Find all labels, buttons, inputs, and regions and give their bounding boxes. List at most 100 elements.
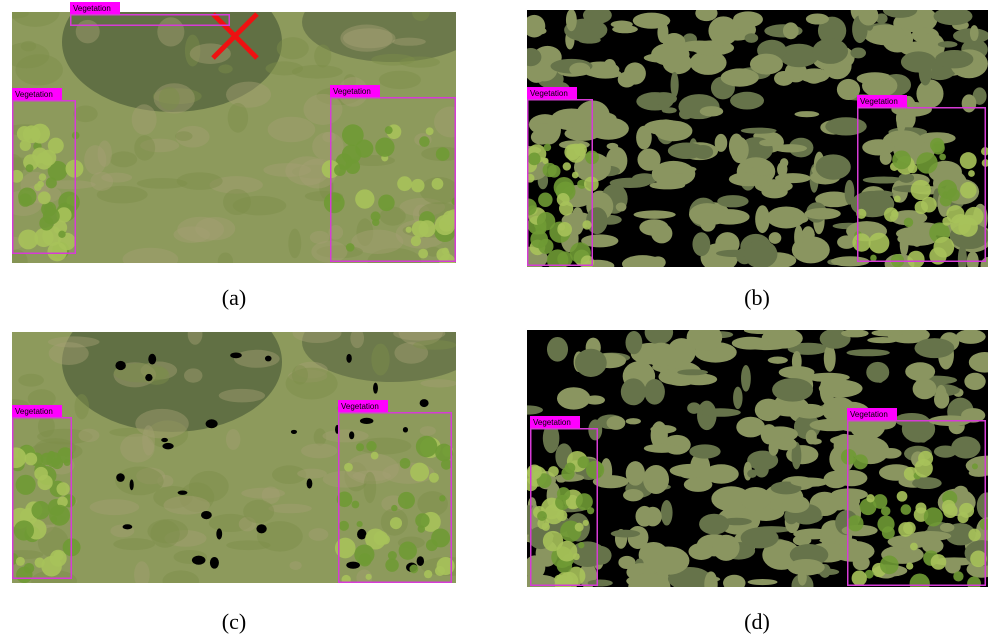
image-panel [511, 0, 988, 274]
segment-blob [677, 369, 708, 375]
segment-blob [825, 117, 866, 135]
vegetation [64, 459, 71, 466]
segment-blob [618, 72, 636, 88]
vegetation [852, 233, 870, 251]
segment-blob [512, 405, 543, 414]
segment-blob [741, 128, 777, 134]
segment-blob [709, 209, 749, 225]
vegetation [372, 219, 379, 226]
segment-blob [956, 329, 986, 344]
segment-blob [900, 232, 909, 257]
segment-blob [804, 208, 840, 219]
segment-blob [772, 378, 813, 402]
vegetation [16, 475, 36, 495]
segment-blob [649, 181, 685, 189]
segment-blob [896, 107, 905, 133]
segment-blob [792, 351, 802, 372]
segment-blob [859, 5, 879, 25]
vegetation [582, 220, 591, 229]
segment-blob [769, 232, 782, 244]
vegetation [18, 187, 36, 205]
grass-patch [137, 178, 188, 189]
mask-hole [256, 524, 266, 533]
grass-patch [266, 61, 304, 75]
vegetation [557, 193, 570, 206]
grass-patch [134, 561, 150, 588]
segment-blob [909, 531, 951, 541]
grass-patch [234, 350, 280, 368]
vegetation [31, 501, 49, 519]
vegetation [869, 233, 890, 254]
vegetation [542, 158, 548, 164]
segment-blob [805, 72, 823, 84]
segment-blob [795, 111, 820, 117]
vegetation [527, 464, 542, 479]
mask-hole [115, 361, 126, 370]
vegetation [352, 501, 360, 509]
vegetation [424, 570, 432, 578]
box-label: Vegetation [73, 4, 111, 13]
segment-blob [713, 535, 740, 561]
vegetation [345, 159, 360, 174]
vegetation [385, 558, 398, 571]
segment-blob [704, 464, 739, 483]
vegetation [49, 505, 70, 526]
caption: (c) [222, 609, 246, 634]
mask-hole [116, 473, 125, 482]
segment-blob [880, 151, 892, 165]
segment-blob [740, 487, 771, 510]
segment-blob [798, 569, 807, 586]
vegetation [411, 179, 424, 192]
segment-blob [564, 126, 600, 141]
figure: VegetationVegetationVegetation(a)Vegetat… [0, 0, 988, 637]
segment-blob [816, 154, 851, 179]
vegetation [419, 220, 436, 237]
mask-hole [291, 430, 297, 434]
vegetation [58, 231, 65, 238]
segment-blob [901, 51, 936, 72]
grass-patch [159, 87, 180, 110]
segment-blob [651, 223, 672, 243]
mask-hole [373, 383, 378, 394]
segment-blob [723, 575, 745, 592]
segment-blob [662, 165, 697, 173]
grass-patch [162, 570, 199, 591]
vegetation [884, 207, 898, 221]
vegetation [46, 177, 57, 188]
vegetation [894, 196, 901, 203]
segment-blob [520, 48, 541, 66]
segment-blob [761, 185, 787, 198]
segment-blob [841, 329, 869, 337]
vegetation [26, 164, 34, 172]
segment-blob [622, 255, 663, 273]
segment-blob [934, 391, 949, 409]
segment-blob [916, 79, 943, 108]
grass-patch [290, 561, 302, 570]
vegetation [39, 173, 46, 180]
vegetation [915, 201, 928, 214]
segment-blob [733, 387, 743, 410]
vegetation [877, 516, 894, 533]
grass-patch [84, 145, 106, 175]
segment-blob [905, 362, 935, 381]
vegetation [911, 180, 931, 200]
vegetation [390, 517, 402, 529]
mask-hole [357, 529, 366, 540]
vegetation [947, 188, 960, 201]
segment-blob [644, 120, 685, 135]
segment-blob [741, 527, 779, 548]
mask-hole [346, 562, 360, 569]
segment-blob [717, 195, 748, 207]
vegetation [563, 162, 571, 170]
segment-blob [964, 373, 985, 390]
segment-blob [627, 526, 648, 549]
segment-blob [803, 231, 815, 238]
segment-blob [794, 225, 803, 249]
vegetation [847, 515, 863, 531]
vegetation [34, 467, 48, 481]
segment-blob [867, 337, 898, 343]
vegetation [957, 512, 968, 523]
segment-blob [730, 92, 764, 110]
vegetation [897, 491, 908, 502]
segment-blob [775, 437, 797, 450]
